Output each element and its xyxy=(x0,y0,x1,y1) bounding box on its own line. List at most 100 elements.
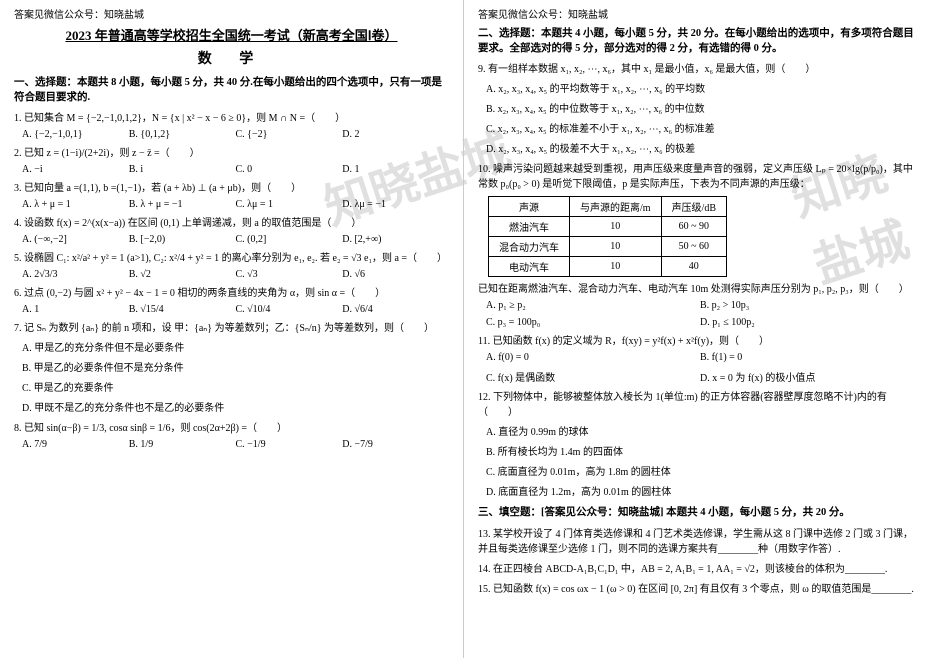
sound-table: 声源 与声源的距离/m 声压级/dB 燃油汽车 10 60 ~ 90 混合动力汽… xyxy=(488,196,727,277)
table-header-row: 声源 与声源的距离/m 声压级/dB xyxy=(489,197,727,217)
question-6: 6. 过点 (0,−2) 与圆 x² + y² − 4x − 1 = 0 相切的… xyxy=(14,286,449,301)
opt-1D: D. 2 xyxy=(342,129,449,140)
opt-6A: A. 1 xyxy=(22,304,129,315)
question-5-options: A. 2√3/3 B. √2 C. √3 D. √6 xyxy=(22,269,449,280)
question-12: 12. 下列物体中，能够被整体放入棱长为 1(单位:m) 的正方体容器(容器壁厚… xyxy=(478,390,914,420)
opt-9D: D. x₂, x₃, x₄, x₅ 的极差不大于 x₁, x₂, ⋯, x₆ 的… xyxy=(486,142,914,157)
opt-9B: B. x₂, x₃, x₄, x₅ 的中位数等于 x₁, x₂, ⋯, x₆ 的… xyxy=(486,102,914,117)
opt-12B: B. 所有棱长均为 1.4m 的四面体 xyxy=(486,445,914,460)
question-10-options-1: A. p₁ ≥ p₂ B. p₂ > 10p₃ xyxy=(486,300,914,311)
opt-3B: B. λ + μ = −1 xyxy=(129,199,236,210)
opt-3C: C. λμ = 1 xyxy=(236,199,343,210)
opt-10A: A. p₁ ≥ p₂ xyxy=(486,300,700,311)
opt-2B: B. i xyxy=(129,164,236,175)
opt-10B: B. p₂ > 10p₃ xyxy=(700,300,914,311)
opt-5D: D. √6 xyxy=(342,269,449,280)
question-7: 7. 记 Sₙ 为数列 {aₙ} 的前 n 项和，设 甲：{aₙ} 为等差数列；… xyxy=(14,321,449,336)
opt-8D: D. −7/9 xyxy=(342,439,449,450)
cell: 40 xyxy=(661,257,726,277)
question-11: 11. 已知函数 f(x) 的定义域为 R，f(xy) = y²f(x) + x… xyxy=(478,334,914,349)
opt-8A: A. 7/9 xyxy=(22,439,129,450)
opt-6C: C. √10/4 xyxy=(236,304,343,315)
opt-4C: C. (0,2] xyxy=(236,234,343,245)
question-14: 14. 在正四棱台 ABCD-A₁B₁C₁D₁ 中，AB = 2, A₁B₁ =… xyxy=(478,562,914,577)
cell: 10 xyxy=(570,217,662,237)
opt-5C: C. √3 xyxy=(236,269,343,280)
table-row: 混合动力汽车 10 50 ~ 60 xyxy=(489,237,727,257)
opt-12C: C. 底面直径为 0.01m，高为 1.8m 的圆柱体 xyxy=(486,465,914,480)
page-left: 答案见微信公众号：知晓盐城 2023 年普通高等学校招生全国统一考试（新高考全国… xyxy=(0,0,464,658)
th-distance: 与声源的距离/m xyxy=(570,197,662,217)
opt-3D: D. λμ = −1 xyxy=(342,199,449,210)
question-8: 8. 已知 sin(α−β) = 1/3, cosα sinβ = 1/6，则 … xyxy=(14,421,449,436)
th-source: 声源 xyxy=(489,197,570,217)
opt-2A: A. −i xyxy=(22,164,129,175)
question-10-options-2: C. p₃ = 100p₀ D. p₁ ≤ 100p₂ xyxy=(486,317,914,328)
question-11-options-2: C. f(x) 是偶函数 D. x = 0 为 f(x) 的极小值点 xyxy=(486,369,914,384)
opt-11C: C. f(x) 是偶函数 xyxy=(486,369,700,384)
opt-10D: D. p₁ ≤ 100p₂ xyxy=(700,317,914,328)
section-2-head: 二、选择题：本题共 4 小题，每小题 5 分，共 20 分。在每小题给出的选项中… xyxy=(478,27,914,56)
page-right: 答案见微信公众号：知晓盐城 二、选择题：本题共 4 小题，每小题 5 分，共 2… xyxy=(464,0,928,658)
question-3-options: A. λ + μ = 1 B. λ + μ = −1 C. λμ = 1 D. … xyxy=(22,199,449,210)
opt-10C: C. p₃ = 100p₀ xyxy=(486,317,700,328)
question-6-options: A. 1 B. √15/4 C. √10/4 D. √6/4 xyxy=(22,304,449,315)
opt-8B: B. 1/9 xyxy=(129,439,236,450)
opt-7A: A. 甲是乙的充分条件但不是必要条件 xyxy=(22,341,449,356)
cell: 10 xyxy=(570,237,662,257)
question-1: 1. 已知集合 M = {−2,−1,0,1,2}，N = {x | x² − … xyxy=(14,111,449,126)
opt-4B: B. [−2,0) xyxy=(129,234,236,245)
question-11-options-1: A. f(0) = 0 B. f(1) = 0 xyxy=(486,352,914,363)
opt-8C: C. −1/9 xyxy=(236,439,343,450)
opt-6D: D. √6/4 xyxy=(342,304,449,315)
opt-11B: B. f(1) = 0 xyxy=(700,352,914,363)
opt-4D: D. [2,+∞) xyxy=(342,234,449,245)
header-hint: 答案见微信公众号：知晓盐城 xyxy=(14,6,449,21)
opt-9C: C. x₂, x₃, x₄, x₅ 的标准差不小于 x₁, x₂, ⋯, x₆ … xyxy=(486,122,914,137)
cell: 10 xyxy=(570,257,662,277)
cell: 混合动力汽车 xyxy=(489,237,570,257)
opt-5A: A. 2√3/3 xyxy=(22,269,129,280)
question-10-intro: 10. 噪声污染问题越来越受到重视，用声压级来度量声音的强弱，定义声压级 Lₚ … xyxy=(478,162,914,192)
opt-6B: B. √15/4 xyxy=(129,304,236,315)
question-2-options: A. −i B. i C. 0 D. 1 xyxy=(22,164,449,175)
cell: 燃油汽车 xyxy=(489,217,570,237)
question-13: 13. 某学校开设了 4 门体育类选修课和 4 门艺术类选修课，学生需从这 8 … xyxy=(478,527,914,557)
opt-11A: A. f(0) = 0 xyxy=(486,352,700,363)
opt-5B: B. √2 xyxy=(129,269,236,280)
exam-title: 2023 年普通高等学校招生全国统一考试（新高考全国Ⅰ卷） xyxy=(14,25,449,44)
question-9: 9. 有一组样本数据 x₁, x₂, ⋯, x₆，其中 x₁ 是最小值，x₆ 是… xyxy=(478,62,914,77)
question-10-after: 已知在距离燃油汽车、混合动力汽车、电动汽车 10m 处测得实际声压分别为 p₁,… xyxy=(478,282,914,297)
opt-7C: C. 甲是乙的充要条件 xyxy=(22,381,449,396)
table-row: 电动汽车 10 40 xyxy=(489,257,727,277)
opt-4A: A. (−∞,−2] xyxy=(22,234,129,245)
cell: 60 ~ 90 xyxy=(661,217,726,237)
table-row: 燃油汽车 10 60 ~ 90 xyxy=(489,217,727,237)
opt-11D: D. x = 0 为 f(x) 的极小值点 xyxy=(700,369,914,384)
header-hint-2: 答案见微信公众号：知晓盐城 xyxy=(478,6,914,21)
opt-2C: C. 0 xyxy=(236,164,343,175)
question-2: 2. 已知 z = (1−i)/(2+2i)，则 z − z̄ =（ ） xyxy=(14,146,449,161)
opt-1A: A. {−2,−1,0,1} xyxy=(22,129,129,140)
th-level: 声压级/dB xyxy=(661,197,726,217)
subject: 数 学 xyxy=(14,48,449,68)
opt-7D: D. 甲既不是乙的充分条件也不是乙的必要条件 xyxy=(22,401,449,416)
opt-7B: B. 甲是乙的必要条件但不是充分条件 xyxy=(22,361,449,376)
cell: 50 ~ 60 xyxy=(661,237,726,257)
question-4-options: A. (−∞,−2] B. [−2,0) C. (0,2] D. [2,+∞) xyxy=(22,234,449,245)
question-1-options: A. {−2,−1,0,1} B. {0,1,2} C. {−2} D. 2 xyxy=(22,129,449,140)
opt-12A: A. 直径为 0.99m 的球体 xyxy=(486,425,914,440)
section-3-head: 三、填空题：[答案见公众号：知晓盐城] 本题共 4 小题，每小题 5 分，共 2… xyxy=(478,506,914,521)
opt-12D: D. 底面直径为 1.2m，高为 0.01m 的圆柱体 xyxy=(486,485,914,500)
opt-9A: A. x₂, x₃, x₄, x₅ 的平均数等于 x₁, x₂, ⋯, x₆ 的… xyxy=(486,82,914,97)
opt-1C: C. {−2} xyxy=(236,129,343,140)
opt-1B: B. {0,1,2} xyxy=(129,129,236,140)
cell: 电动汽车 xyxy=(489,257,570,277)
question-8-options: A. 7/9 B. 1/9 C. −1/9 D. −7/9 xyxy=(22,439,449,450)
opt-3A: A. λ + μ = 1 xyxy=(22,199,129,210)
question-4: 4. 设函数 f(x) = 2^(x(x−a)) 在区间 (0,1) 上单调递减… xyxy=(14,216,449,231)
question-15: 15. 已知函数 f(x) = cos ωx − 1 (ω > 0) 在区间 [… xyxy=(478,582,914,597)
question-3: 3. 已知向量 a =(1,1), b =(1,−1)，若 (a + λb) ⊥… xyxy=(14,181,449,196)
question-5: 5. 设椭圆 C₁: x²/a² + y² = 1 (a>1), C₂: x²/… xyxy=(14,251,449,266)
opt-2D: D. 1 xyxy=(342,164,449,175)
